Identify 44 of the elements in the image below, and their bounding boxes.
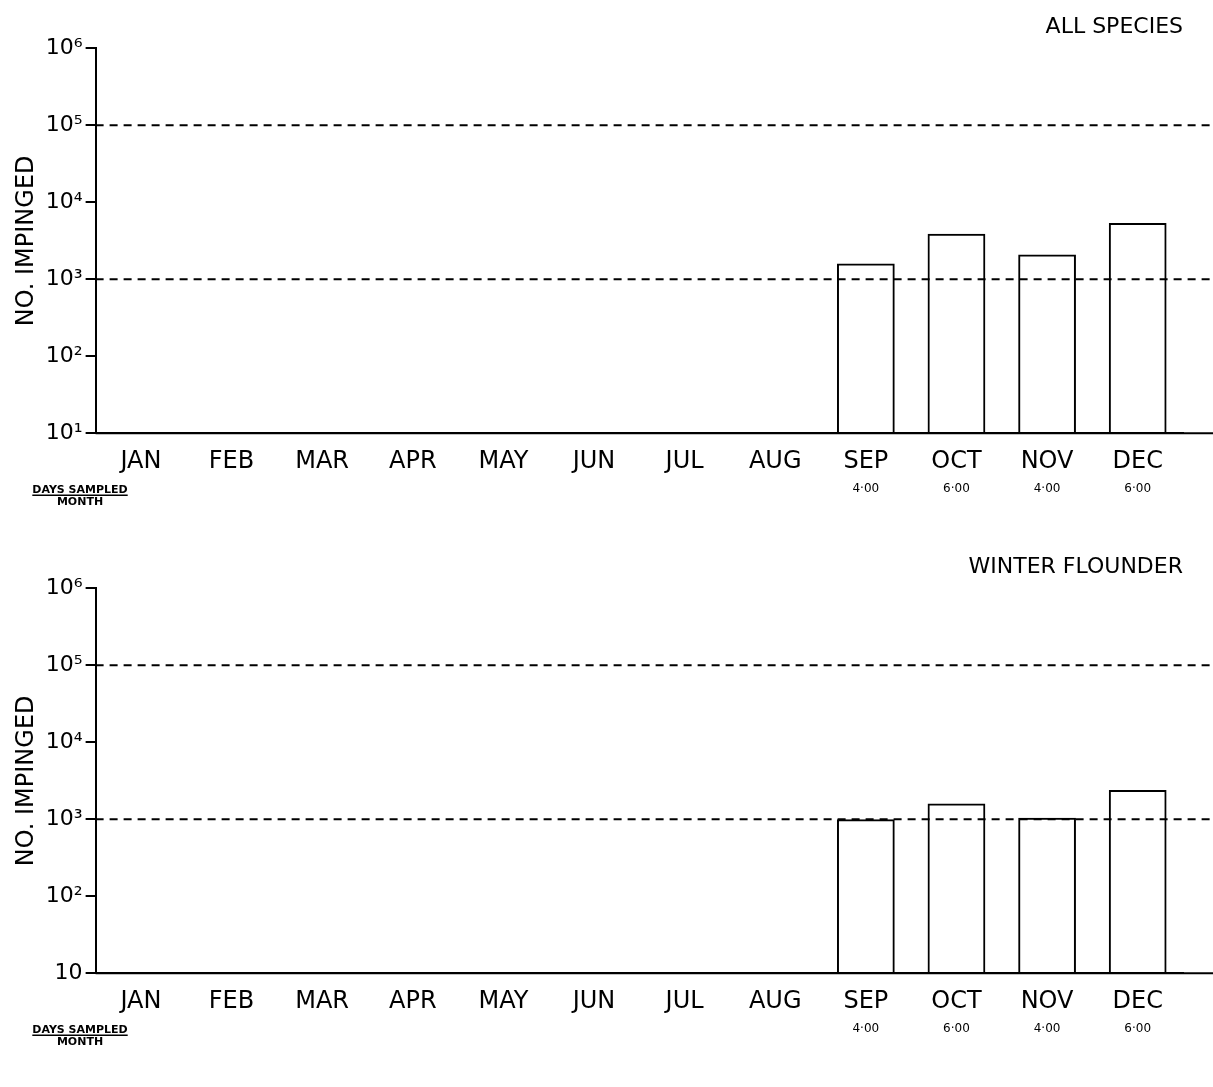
x-tick-label: AUG [748, 985, 802, 1014]
category-label: NOV 4·00 [1020, 445, 1074, 496]
y-tick-label: 10¹ [45, 418, 83, 444]
x-tick-label: MAY [478, 985, 529, 1014]
category-label: DEC 6·00 [1112, 445, 1163, 496]
y-tick-label: 10³ [45, 265, 83, 290]
x-tick-label: FEB [208, 445, 255, 474]
x-tick-label: MAR [295, 985, 350, 1014]
x-tick-label: MAY [478, 445, 529, 474]
chart-title: ALL SPECIES [1045, 12, 1183, 38]
category-label: SEP 4·00 [843, 985, 889, 1036]
y-axis-title: NO. IMPINGED [10, 155, 39, 327]
y-tick-label: 10² [45, 341, 83, 367]
y-tick-label: 10 [54, 958, 83, 984]
category-label: NOV 4·00 [1020, 985, 1074, 1036]
text: DAYS SAMPLED [32, 1023, 128, 1037]
y-tick-label: 10² [45, 881, 83, 907]
category-label: OCT 6·00 [931, 985, 982, 1036]
text: MONTH [56, 495, 104, 509]
x-tick-label: APR [388, 985, 437, 1014]
x-tick-label: APR [388, 445, 437, 474]
x-tick-label: MAR [295, 445, 350, 474]
x-tick-label: FEB [208, 985, 255, 1014]
chart-title: WINTER FLOUNDER [968, 552, 1183, 578]
y-tick-label: 10⁵ [45, 651, 83, 677]
x-tick-label: JAN [118, 985, 162, 1014]
y-tick-label: 10⁵ [45, 111, 83, 137]
category-label: OCT 6·00 [931, 445, 982, 496]
x-tick-label: AUG [748, 445, 802, 474]
x-tick-label: JUL [663, 445, 705, 474]
category-label: SEP 4·00 [843, 445, 889, 496]
y-tick-label: 10³ [45, 805, 83, 830]
y-tick-label: 10⁴ [45, 728, 83, 754]
x-tick-label: JAN [118, 445, 162, 474]
category-label: DEC 6·00 [1112, 985, 1163, 1036]
y-tick-label: 10⁶ [45, 574, 83, 600]
text: MONTH [56, 1035, 104, 1049]
y-axis-title: NO. IMPINGED [10, 695, 39, 867]
y-tick-label: 10⁴ [45, 188, 83, 214]
x-tick-label: JUN [570, 985, 616, 1014]
x-tick-label: JUL [663, 985, 705, 1014]
text: DAYS SAMPLED [32, 483, 128, 497]
x-tick-label: JUN [570, 445, 616, 474]
y-tick-label: 10⁶ [45, 34, 83, 60]
